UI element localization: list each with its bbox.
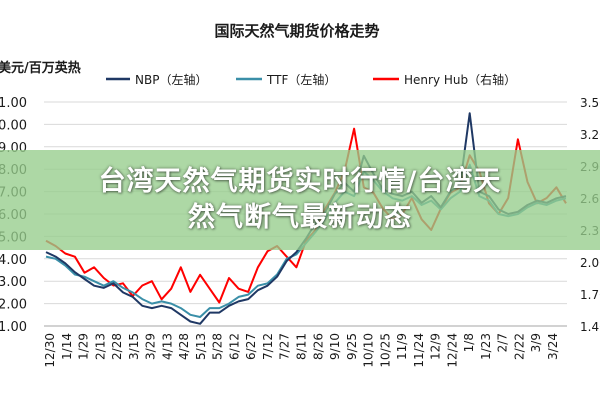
x-tick-label: 5/13 [194, 333, 208, 360]
y-left-tick-label: 2.00 [0, 298, 27, 313]
banner-line-1: 台湾天然气期货实时行情/台湾天 [98, 166, 502, 197]
x-tick-label: 10/10 [362, 333, 376, 368]
x-tick-label: 12/30 [43, 333, 57, 368]
x-tick-label: 12/24 [445, 333, 459, 368]
x-axis-ticks: 12/30 1/14 1/29 2/13 2/28 3/15 3/29 4/13 4/28 5/1… [43, 333, 560, 368]
banner-line-2: 然气断气最新动态 [188, 202, 412, 233]
x-tick-label: 11/9 [395, 333, 409, 360]
y-left-tick-label: 11.00 [0, 96, 27, 111]
x-tick-label: 9/25 [345, 333, 359, 360]
y-left-tick-label: 3.00 [0, 275, 27, 290]
x-tick-label: 7/27 [278, 333, 292, 360]
x-tick-label: 2/13 [93, 333, 107, 360]
y-left-tick-label: 10.00 [0, 118, 27, 133]
legend: NBP（左轴） TTF（左轴） Henry Hub（右轴） [106, 72, 516, 87]
x-tick-label: 1/23 [479, 333, 493, 360]
y-left-tick-label: 1.00 [0, 320, 27, 335]
y-left-tick-label: 4.00 [0, 253, 27, 268]
x-tick-label: 5/28 [211, 333, 225, 360]
y-right-tick-label: 3.20 [580, 128, 600, 142]
x-tick-label: 7/12 [261, 333, 275, 360]
x-tick-label: 12/9 [429, 333, 443, 360]
y-right-tick-label: 2.00 [580, 256, 600, 270]
x-tick-label: 3/15 [127, 333, 141, 360]
x-tick-label: 6/12 [227, 333, 241, 360]
x-tick-label: 8/11 [295, 333, 309, 360]
x-tick-label: 10/25 [378, 333, 392, 368]
x-tick-label: 2/7 [496, 333, 510, 352]
y-axis-left-label: 美元/百万英热 [0, 60, 81, 76]
x-tick-label: 3/9 [529, 333, 543, 352]
legend-label-nbp: NBP（左轴） [135, 72, 207, 87]
legend-label-ttf: TTF（左轴） [266, 72, 336, 87]
x-tick-label: 1/8 [462, 333, 476, 352]
legend-label-henry-hub: Henry Hub（右轴） [404, 72, 516, 87]
y-right-tick-label: 1.40 [580, 320, 600, 334]
chart-title: 国际天然气期货价格走势 [214, 22, 379, 40]
y-right-tick-label: 1.70 [580, 288, 600, 302]
x-tick-label: 1/14 [60, 333, 74, 360]
x-tick-label: 11/24 [412, 333, 426, 368]
x-tick-label: 4/13 [160, 333, 174, 360]
x-tick-label: 1/29 [77, 333, 91, 360]
x-tick-label: 8/26 [311, 333, 325, 360]
x-tick-label: 6/27 [244, 333, 258, 360]
overlay-banner: 台湾天然气期货实时行情/台湾天 然气断气最新动态 [0, 150, 600, 250]
x-tick-label: 9/10 [328, 333, 342, 360]
x-tick-label: 3/24 [546, 333, 560, 360]
x-tick-label: 2/28 [110, 333, 124, 360]
x-tick-label: 2/22 [512, 333, 526, 360]
x-tick-label: 4/28 [177, 333, 191, 360]
y-right-tick-label: 3.50 [580, 96, 600, 110]
x-tick-label: 3/29 [144, 333, 158, 360]
